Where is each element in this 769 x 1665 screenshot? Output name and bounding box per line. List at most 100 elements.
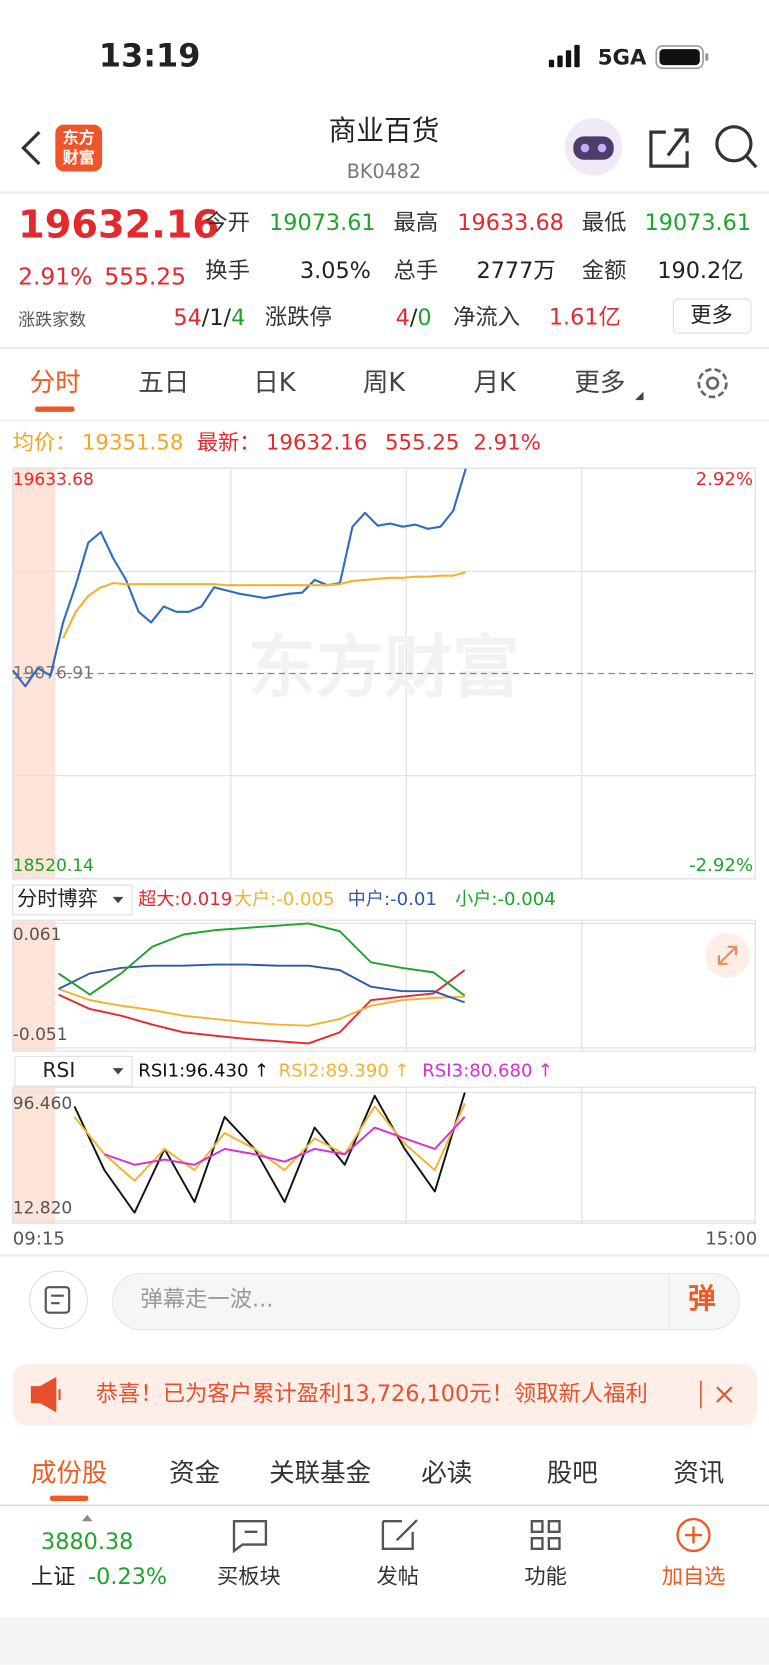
legend-entry: 超大:0.019 xyxy=(138,889,232,910)
stock-code: BK0482 xyxy=(347,160,421,183)
stat-label: 最低 xyxy=(582,210,627,236)
legend-name: 大户 xyxy=(234,889,270,910)
tab[interactable]: 更多 xyxy=(574,368,625,398)
legend-sep: : xyxy=(491,889,497,910)
legend-sep: : xyxy=(174,889,180,910)
stat-value: 19633.68 xyxy=(457,210,564,236)
down-count: 4 xyxy=(231,305,245,331)
tab[interactable]: 股吧 xyxy=(547,1458,598,1488)
price: 19632.16 xyxy=(18,202,219,247)
selector[interactable] xyxy=(12,884,133,916)
legend-value: 0.019 xyxy=(181,889,233,910)
settings-icon[interactable] xyxy=(697,367,728,399)
legend-name: RSI3 xyxy=(422,1060,463,1081)
index-value[interactable]: 3880.38 xyxy=(41,1529,133,1555)
latest-value: 19632.16 xyxy=(266,431,367,456)
tab-active[interactable]: 分时 xyxy=(30,368,81,398)
logo-text: 财富 xyxy=(63,148,95,167)
up-arrow xyxy=(81,1514,93,1522)
chart-frames xyxy=(12,467,756,1225)
tab[interactable]: 关联基金 xyxy=(269,1458,371,1488)
change-pct: 2.91% xyxy=(18,262,92,290)
legend-entry: RSI1:96.430 ↑ xyxy=(138,1060,269,1081)
danmaku-button[interactable]: 弹 xyxy=(688,1282,716,1315)
legend-value: -0.01 xyxy=(390,889,437,910)
more-button[interactable] xyxy=(672,298,752,334)
banner-text[interactable]: 恭喜！已为客户累计盈利13,726,100元！领取新人福利 xyxy=(96,1381,648,1407)
legend-name: 超大 xyxy=(138,889,174,910)
tab[interactable]: 资讯 xyxy=(673,1458,724,1488)
nav-item[interactable]: 发帖 xyxy=(377,1565,420,1590)
legend-value: 80.680 xyxy=(469,1060,532,1081)
nav-item[interactable]: 买板块 xyxy=(217,1565,281,1590)
avg-value: 19351.58 xyxy=(82,431,183,456)
share-icon[interactable] xyxy=(649,128,689,168)
stat-label: 涨跌家数 xyxy=(18,310,86,330)
sector-icon[interactable] xyxy=(232,1520,268,1554)
tab[interactable]: 五日 xyxy=(138,368,189,398)
page-title: 商业百货 xyxy=(329,114,440,147)
close-icon[interactable] xyxy=(716,1386,733,1403)
limit: 4/0 xyxy=(396,305,432,331)
stat-label: 涨跌停 xyxy=(265,305,332,331)
time-label: 09:15 xyxy=(13,1228,65,1249)
stat-value: 190.2亿 xyxy=(657,258,743,284)
index-change[interactable]: -0.23% xyxy=(88,1564,167,1590)
megaphone-icon xyxy=(30,1376,61,1413)
tab[interactable]: 周K xyxy=(363,368,407,398)
stat-label: 换手 xyxy=(205,258,250,284)
comment-placeholder[interactable]: 弹幕走一波... xyxy=(140,1286,273,1312)
legend-sep: : xyxy=(320,1060,326,1081)
tab[interactable]: 必读 xyxy=(421,1458,472,1488)
comment-list-icon[interactable] xyxy=(29,1270,88,1330)
legend-name: RSI1 xyxy=(138,1060,179,1081)
legend-value: -0.004 xyxy=(497,889,555,910)
legend-name: RSI2 xyxy=(279,1060,320,1081)
back-button[interactable] xyxy=(21,130,41,166)
latest-change: 555.25 xyxy=(385,431,459,456)
nav-footer xyxy=(0,1616,769,1665)
expand-icon[interactable] xyxy=(705,933,750,978)
function-icon[interactable] xyxy=(530,1520,561,1551)
selector[interactable] xyxy=(14,1055,133,1087)
legend-trend: ↑ xyxy=(394,1060,409,1081)
watermark: 东方财富 xyxy=(248,629,520,708)
robot-icon[interactable] xyxy=(564,118,623,176)
y-tick-label: -0.051 xyxy=(13,1025,68,1045)
banner[interactable] xyxy=(12,1363,758,1426)
series-line xyxy=(104,1116,466,1166)
tab[interactable]: 资金 xyxy=(169,1458,220,1488)
index-name[interactable]: 上证 xyxy=(31,1564,76,1590)
post-icon[interactable] xyxy=(381,1519,418,1551)
dropdown-arrow xyxy=(634,391,644,401)
y2-tick-label: 2.92% xyxy=(696,469,753,490)
time-label: 15:00 xyxy=(705,1228,757,1249)
stat-label: 最高 xyxy=(394,210,439,236)
status-time: 13:19 xyxy=(99,37,201,75)
selector-label[interactable]: 分时博弈 xyxy=(17,887,98,911)
series-line xyxy=(62,571,467,639)
y-tick-label: 0.061 xyxy=(13,925,62,945)
change: 555.25 xyxy=(104,262,186,290)
logo xyxy=(55,124,103,172)
comment-input[interactable] xyxy=(112,1272,740,1331)
search-icon[interactable] xyxy=(715,125,758,169)
legend-value: 96.430 xyxy=(185,1060,248,1081)
stat-label: 总手 xyxy=(394,258,439,284)
tab[interactable]: 月K xyxy=(473,368,517,398)
tab[interactable]: 日K xyxy=(253,368,297,398)
dropdown-arrow xyxy=(112,1068,124,1075)
selector-label[interactable]: RSI xyxy=(43,1058,76,1082)
add-watch-icon[interactable] xyxy=(676,1517,711,1553)
stat-label: 今开 xyxy=(205,210,250,236)
series-line xyxy=(58,988,465,1027)
y-tick-label: 18520.14 xyxy=(13,856,94,876)
tab-active[interactable]: 成份股 xyxy=(31,1458,108,1488)
nav-item[interactable]: 功能 xyxy=(524,1565,567,1590)
legend-trend: ↑ xyxy=(538,1060,553,1081)
stat-value: 19073.61 xyxy=(269,210,376,236)
limit-up: 4 xyxy=(396,305,410,331)
nav-item[interactable]: 加自选 xyxy=(662,1565,726,1590)
battery-icon xyxy=(655,45,709,70)
more-button-label[interactable]: 更多 xyxy=(690,303,733,328)
